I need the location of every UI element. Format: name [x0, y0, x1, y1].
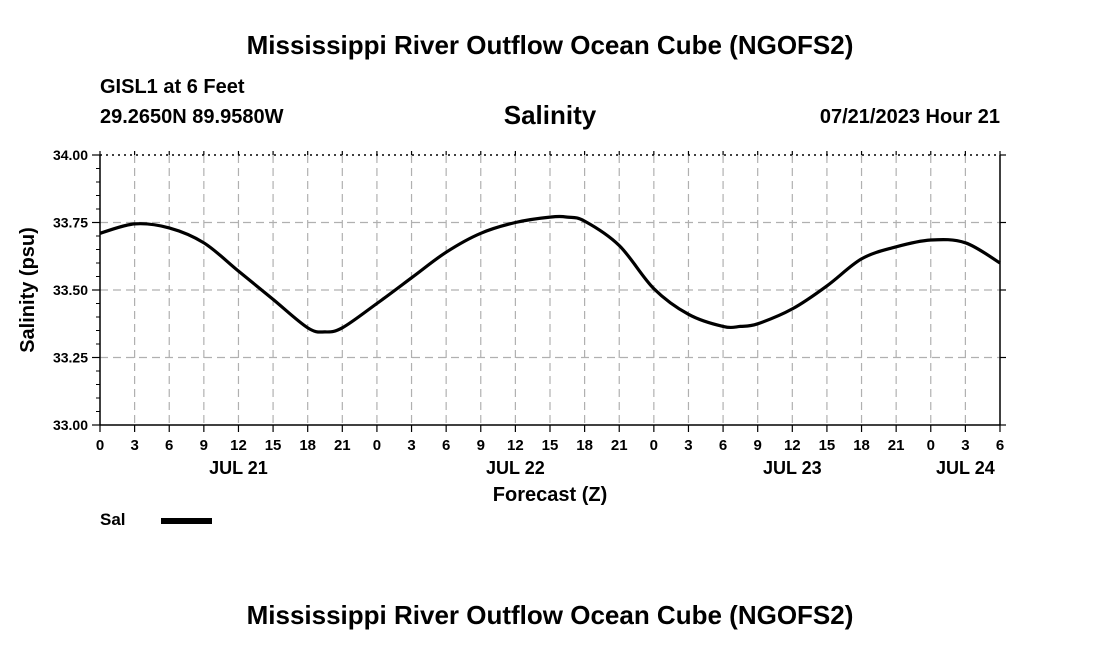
date-label: JUL 23 — [763, 458, 822, 478]
x-tick-label: 15 — [265, 437, 282, 454]
chart-title: Salinity — [503, 100, 597, 130]
x-tick-label: 3 — [684, 437, 692, 454]
y-tick-label: 33.75 — [53, 215, 88, 231]
x-tick-label: 21 — [334, 437, 351, 454]
x-tick-label: 6 — [165, 437, 173, 454]
main-title: Mississippi River Outflow Ocean Cube (NG… — [246, 30, 854, 60]
x-tick-label: 6 — [719, 437, 727, 454]
x-tick-label: 6 — [442, 437, 450, 454]
y-axis-title: Salinity (psu) — [17, 227, 39, 353]
x-tick-label: 3 — [407, 437, 415, 454]
legend-label: Sal — [100, 510, 126, 529]
forecast-datetime: 07/21/2023 Hour 21 — [819, 106, 1000, 128]
x-tick-label: 18 — [576, 437, 593, 454]
x-tick-label: 18 — [853, 437, 870, 454]
x-tick-label: 21 — [888, 437, 905, 454]
x-tick-label: 12 — [784, 437, 801, 454]
x-tick-label: 3 — [130, 437, 138, 454]
x-tick-label: 15 — [819, 437, 836, 454]
legend-swatch — [161, 518, 212, 524]
series-line-sal — [99, 214, 1001, 334]
x-tick-label: 9 — [477, 437, 485, 454]
x-tick-label: 0 — [927, 437, 935, 454]
footer-title: Mississippi River Outflow Ocean Cube (NG… — [246, 600, 854, 630]
x-tick-label: 6 — [996, 437, 1004, 454]
y-tick-label: 33.25 — [53, 350, 88, 366]
x-axis-title: Forecast (Z) — [493, 484, 607, 506]
x-tick-label: 0 — [96, 437, 104, 454]
y-tick-label: 33.50 — [53, 282, 88, 298]
x-tick-label: 9 — [754, 437, 762, 454]
x-tick-label: 21 — [611, 437, 628, 454]
y-tick-label: 34.00 — [53, 147, 88, 163]
station-coordinates: 29.2650N 89.9580W — [100, 106, 284, 128]
station-label: GISL1 at 6 Feet — [100, 76, 245, 98]
date-label: JUL 22 — [486, 458, 545, 478]
y-tick-label: 33.00 — [53, 417, 88, 433]
x-tick-label: 0 — [373, 437, 381, 454]
date-label: JUL 24 — [936, 458, 995, 478]
x-tick-label: 12 — [507, 437, 524, 454]
x-tick-label: 18 — [299, 437, 316, 454]
x-tick-label: 3 — [961, 437, 969, 454]
x-tick-label: 12 — [230, 437, 247, 454]
x-tick-label: 15 — [542, 437, 559, 454]
date-label: JUL 21 — [209, 458, 268, 478]
x-tick-label: 9 — [200, 437, 208, 454]
x-tick-label: 0 — [650, 437, 658, 454]
